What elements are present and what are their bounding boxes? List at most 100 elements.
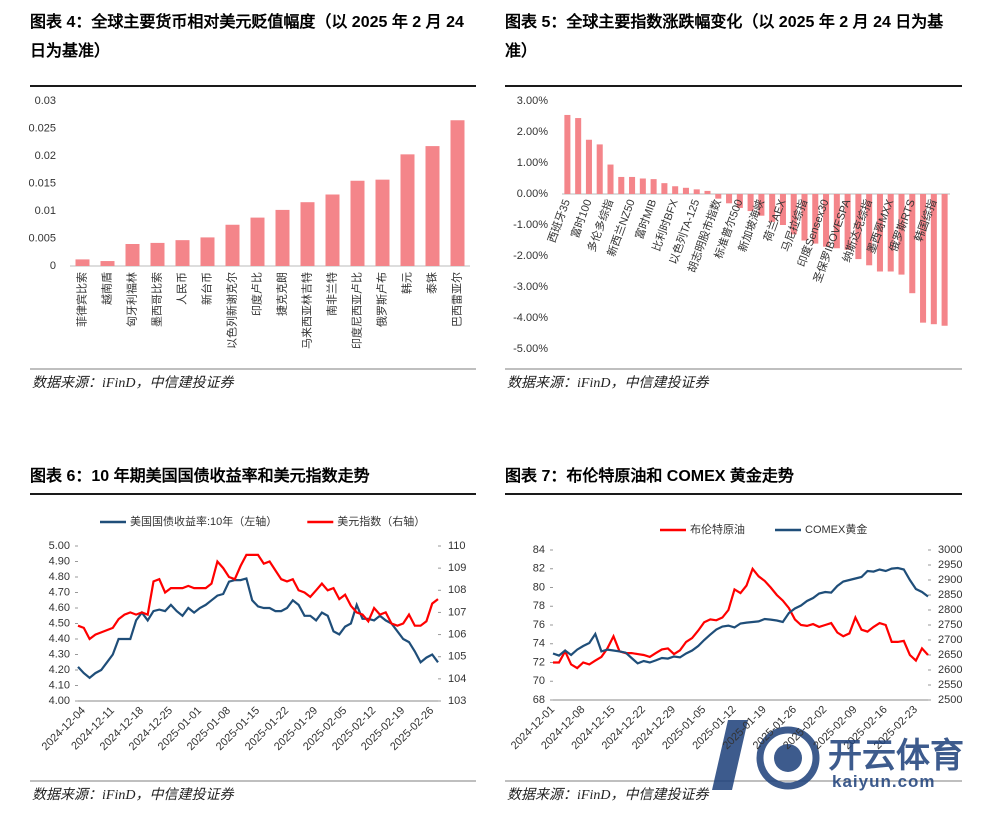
y-tick-label: 3.00% <box>517 95 548 107</box>
y2-tick-label: 2750 <box>938 619 962 631</box>
y2-tick-label: 2900 <box>938 574 962 586</box>
y-tick-label: 0.00% <box>517 188 548 200</box>
bar <box>175 240 190 266</box>
y-tick-label: 4.90 <box>49 555 70 567</box>
bar <box>618 176 625 194</box>
x-tick-label: 泰铢 <box>424 272 438 294</box>
bar <box>844 194 851 250</box>
bar <box>375 179 390 266</box>
y-tick-label: 4.50 <box>49 617 70 629</box>
y2-tick-label: 105 <box>448 651 466 663</box>
bar <box>823 194 830 247</box>
y2-tick-label: 2600 <box>938 664 962 676</box>
bar <box>887 194 894 272</box>
bar <box>876 194 883 272</box>
bar <box>350 180 365 266</box>
y-tick-label: 4.20 <box>49 664 70 676</box>
y-tick-label: 1.00% <box>517 157 548 169</box>
bar <box>920 194 927 323</box>
bar <box>682 187 689 194</box>
bar <box>747 194 754 212</box>
y-tick-label: 82 <box>533 563 545 575</box>
x-tick-label: 菲律宾比索 <box>74 272 88 327</box>
chart-caption: 图表 4：全球主要货币相对美元贬值幅度（以 2025 年 2 月 24 日为基准… <box>30 14 464 60</box>
watermark-brand: 开云体育 <box>828 737 964 775</box>
bar <box>300 202 315 266</box>
bar <box>100 261 115 266</box>
y-tick-label: 0.01 <box>35 205 56 217</box>
chart-source: 数据来源：iFinD，中信建投证券 <box>507 788 709 803</box>
bar <box>801 194 808 241</box>
y-tick-label: 0.03 <box>35 95 56 107</box>
y-tick-label: 0.005 <box>28 232 56 244</box>
x-tick-label: 新台币 <box>199 272 213 305</box>
y2-tick-label: 2550 <box>938 679 962 691</box>
x-tick-label: 韩元 <box>399 272 413 294</box>
x-tick-label: 人民币 <box>175 272 188 305</box>
watermark-site: kaiyun.com <box>832 772 936 791</box>
y2-tick-label: 106 <box>448 628 466 640</box>
y2-tick-label: 103 <box>448 695 466 707</box>
y2-tick-label: 104 <box>448 673 466 685</box>
y2-tick-label: 2800 <box>938 604 962 616</box>
bar <box>75 259 90 266</box>
bar <box>930 194 937 325</box>
y-tick-label: 4.00 <box>49 695 70 707</box>
x-tick-label: 俄罗斯卢布 <box>375 272 388 327</box>
bar <box>833 194 840 249</box>
x-tick-label: 马来西亚林吉特 <box>299 272 313 349</box>
chart-source: 数据来源：iFinD，中信建投证券 <box>507 376 709 391</box>
bar <box>779 194 786 225</box>
y2-tick-label: 3000 <box>938 544 962 556</box>
bar <box>855 194 862 260</box>
y-tick-label: -3.00% <box>513 281 548 293</box>
series-line <box>77 577 439 680</box>
x-tick-label: 越南盾 <box>99 272 113 305</box>
bar <box>693 189 700 194</box>
bar <box>866 194 873 266</box>
bar <box>575 118 582 194</box>
bar <box>400 154 415 266</box>
bar <box>250 217 265 266</box>
bar <box>125 244 140 266</box>
y-tick-label: 0.02 <box>35 150 56 162</box>
y-tick-label: 5.00 <box>49 540 70 552</box>
y-tick-label: 0 <box>50 260 56 272</box>
series-line <box>553 566 929 670</box>
bar <box>639 178 646 194</box>
y-tick-label: 68 <box>533 694 545 706</box>
bar <box>812 194 819 244</box>
y-tick-label: -4.00% <box>513 312 548 324</box>
bar <box>790 194 797 235</box>
legend-label: 布伦特原油 <box>690 522 745 536</box>
y-tick-label: 72 <box>533 656 545 668</box>
bar <box>672 186 679 194</box>
legend-label: 美元指数（右轴） <box>337 514 425 528</box>
bar <box>607 164 614 194</box>
y-tick-label: 84 <box>533 544 545 556</box>
series-line <box>552 566 929 665</box>
bar <box>898 194 905 275</box>
bar <box>650 179 657 194</box>
bar <box>585 139 592 194</box>
y-tick-label: 70 <box>533 675 545 687</box>
series-line <box>77 553 439 641</box>
bar <box>726 194 733 204</box>
x-tick-label: 南非兰特 <box>324 272 338 316</box>
y2-tick-label: 2500 <box>938 694 962 706</box>
y2-tick-label: 107 <box>448 606 466 618</box>
bar <box>758 194 765 216</box>
y-tick-label: -2.00% <box>513 250 548 262</box>
y-tick-label: 4.10 <box>49 679 70 691</box>
y-tick-label: 76 <box>533 619 545 631</box>
chart-caption: 图表 7：布伦特原油和 COMEX 黄金走势 <box>505 468 794 485</box>
bar <box>715 194 722 199</box>
watermark-logo <box>712 720 820 790</box>
bar <box>704 190 711 194</box>
y2-tick-label: 2850 <box>938 589 962 601</box>
y-tick-label: 4.70 <box>49 586 70 598</box>
y2-tick-label: 2950 <box>938 559 962 571</box>
chart-caption: 图表 5：全球主要指数涨跌幅变化（以 2025 年 2 月 24 日为基准） <box>505 14 944 60</box>
legend-label: 美国国债收益率:10年（左轴） <box>130 514 277 528</box>
